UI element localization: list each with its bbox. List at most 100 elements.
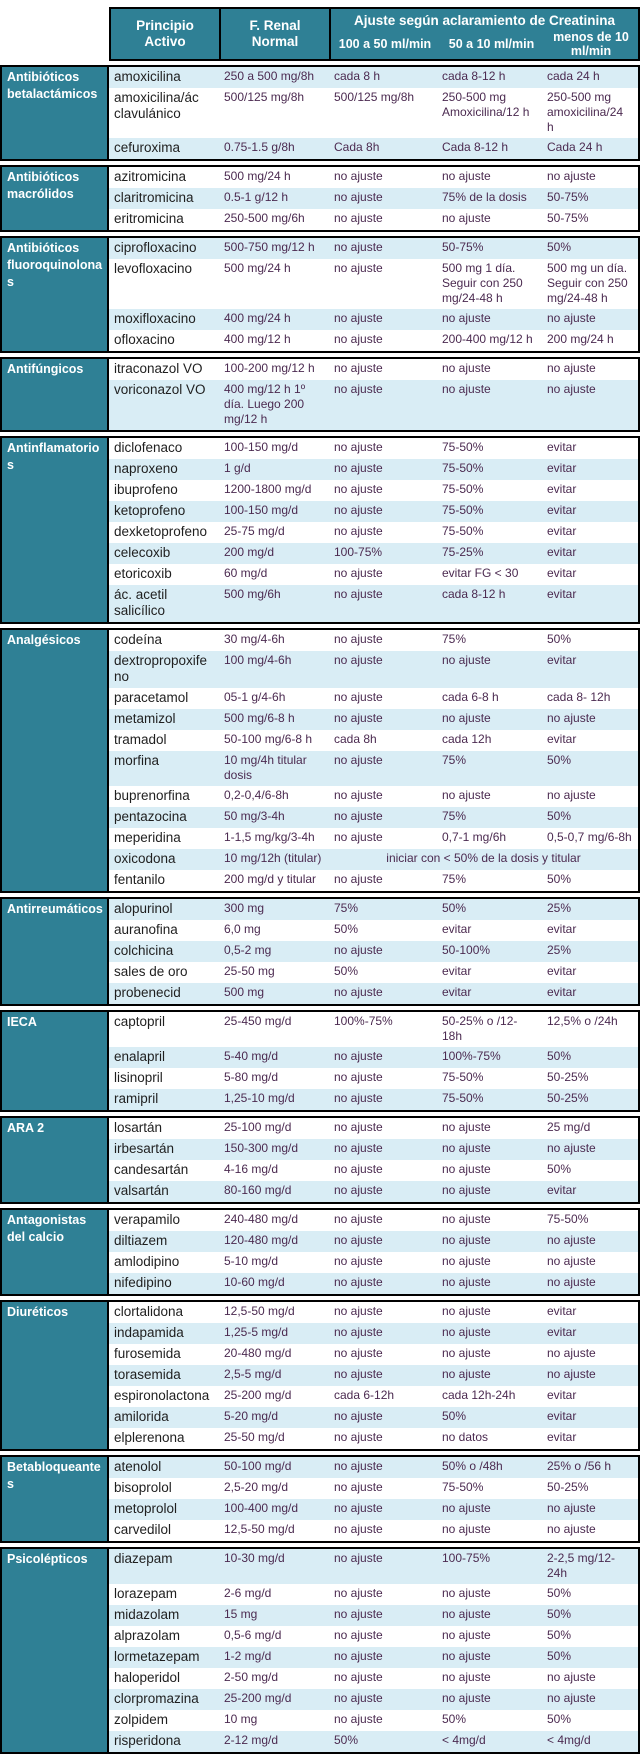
normal-dose-cell: 10 mg/12h (titular) xyxy=(224,851,322,865)
adjust-50-10-cell: no ajuste xyxy=(442,1501,491,1515)
normal-dose-cell: 2-6 mg/d xyxy=(224,1586,272,1600)
adjust-less-10-cell: no ajuste xyxy=(547,311,596,325)
table-row: azitromicina 500 mg/24 h no ajuste no ajust… xyxy=(109,167,638,188)
drug-name-cell: ciprofloxacino xyxy=(114,240,197,255)
normal-dose-cell: 12,5-50 mg/d xyxy=(224,1522,295,1536)
adjust-less-10-cell: no ajuste xyxy=(547,1233,596,1247)
adjust-50-10-cell: evitar xyxy=(442,964,472,978)
header-f-renal-normal: F. Renal Normal xyxy=(221,9,331,59)
category-group-8: IECA captopril 25-450 mg/d 100%-75% 50-25% o… xyxy=(0,1010,640,1112)
normal-dose-cell: 4-16 mg/d xyxy=(224,1162,279,1176)
adjust-less-10-cell: 50% xyxy=(547,1162,572,1176)
normal-dose-cell: 60 mg/d xyxy=(224,566,268,580)
table-row: probenecid 500 mg no ajuste evitar evitar xyxy=(109,983,638,1004)
normal-dose-cell: 1200-1800 mg/d xyxy=(224,482,312,496)
adjust-less-10-cell: evitar xyxy=(547,964,577,978)
adjust-100-50-cell: no ajuste xyxy=(334,1049,383,1063)
adjust-100-50-cell: no ajuste xyxy=(334,1233,383,1247)
adjust-100-50-cell: 50% xyxy=(334,964,359,978)
normal-dose-cell: 250-500 mg/6h xyxy=(224,211,305,225)
drug-name-cell: itraconazol VO xyxy=(114,361,203,376)
drug-name-cell: dexketoprofeno xyxy=(114,524,208,539)
adjust-less-10-cell: evitar xyxy=(547,985,577,999)
adjust-100-50-cell: no ajuste xyxy=(334,788,383,802)
adjust-less-10-cell: 50-75% xyxy=(547,211,589,225)
drug-name-cell: clortalidona xyxy=(114,1304,184,1319)
adjust-less-10-cell: Cada 24 h xyxy=(547,140,603,154)
adjust-less-10-cell: 50% xyxy=(547,1586,572,1600)
adjust-less-10-cell: 50% xyxy=(547,1628,572,1642)
category-label: Analgésicos xyxy=(2,630,109,891)
category-rows: clortalidona 12,5-50 mg/d no ajuste no ajus… xyxy=(109,1302,638,1449)
table-row: torasemida 2,5-5 mg/d no ajuste no ajuste no… xyxy=(109,1365,638,1386)
adjust-50-10-cell: 75-25% xyxy=(442,545,484,559)
normal-dose-cell: 400 mg/12 h xyxy=(224,332,291,346)
adjust-100-50-cell: no ajuste xyxy=(334,1367,383,1381)
normal-dose-cell: 1-2 mg/d xyxy=(224,1649,272,1663)
normal-dose-cell: 0,2-0,4/6-8h xyxy=(224,788,289,802)
category-rows: verapamilo 240-480 mg/d no ajuste no ajuste… xyxy=(109,1210,638,1294)
normal-dose-cell: 100-200 mg/12 h xyxy=(224,361,315,375)
normal-dose-cell: 120-480 mg/d xyxy=(224,1233,299,1247)
adjust-100-50-cell: no ajuste xyxy=(334,240,383,254)
adjust-50-10-cell: cada 12h xyxy=(442,732,492,746)
table-body: Antibióticos betalactámicos amoxicilina 25… xyxy=(0,65,640,1754)
adjust-50-10-cell: no ajuste xyxy=(442,1183,491,1197)
adjust-less-10-cell: no ajuste xyxy=(547,788,596,802)
normal-dose-cell: 20-480 mg/d xyxy=(224,1346,292,1360)
adjust-50-10-cell: no ajuste xyxy=(442,711,491,725)
adjust-less-10-cell: evitar xyxy=(547,922,577,936)
drug-name-cell: clorpromazina xyxy=(114,1691,199,1706)
table-row: oxicodona 10 mg/12h (titular) iniciar con … xyxy=(109,849,638,870)
table-row: enalapril 5-40 mg/d no ajuste 100%-75% 50% xyxy=(109,1047,638,1068)
drug-name-cell: lormetazepam xyxy=(114,1649,200,1664)
adjust-50-10-cell: no ajuste xyxy=(442,1212,491,1226)
table-row: tramadol 50-100 mg/6-8 h cada 8h cada 12h ev… xyxy=(109,730,638,751)
adjust-100-50-cell: no ajuste xyxy=(334,461,383,475)
adjust-50-10-cell: evitar FG < 30 xyxy=(442,566,519,580)
adjust-50-10-cell: 75-50% xyxy=(442,1091,484,1105)
normal-dose-cell: 6,0 mg xyxy=(224,922,261,936)
adjust-100-50-cell: no ajuste xyxy=(334,1430,383,1444)
adjust-less-10-cell: no ajuste xyxy=(547,1275,596,1289)
adjust-100-50-cell: no ajuste xyxy=(334,653,383,667)
normal-dose-cell: 100 mg/4-6h xyxy=(224,653,292,667)
adjust-50-10-cell: cada 8-12 h xyxy=(442,69,506,83)
drug-name-cell: captopril xyxy=(114,1014,166,1029)
adjust-100-50-cell: no ajuste xyxy=(334,1691,383,1705)
adjust-100-50-cell: no ajuste xyxy=(334,1586,383,1600)
adjust-50-10-cell: 50% xyxy=(442,1712,467,1726)
table-row: alopurinol 300 mg 75% 50% 25% xyxy=(109,899,638,920)
category-group-13: Psicolépticos diazepam 10-30 mg/d no ajuste… xyxy=(0,1547,640,1754)
table-row: moxifloxacino 400 mg/24 h no ajuste no ajus… xyxy=(109,309,638,330)
drug-name-cell: colchicina xyxy=(114,943,174,958)
table-row: pentazocina 50 mg/3-4h no ajuste 75% 50% xyxy=(109,807,638,828)
adjust-50-10-cell: no datos xyxy=(442,1430,489,1444)
adjust-less-10-cell: evitar xyxy=(547,524,577,538)
adjust-50-10-cell: 75-50% xyxy=(442,1070,484,1084)
normal-dose-cell: 200 mg/d y titular xyxy=(224,872,317,886)
adjust-less-10-cell: evitar xyxy=(547,732,577,746)
category-group-10: Antagonistas del calcio verapamilo 240-480… xyxy=(0,1208,640,1296)
normal-dose-cell: 5-80 mg/d xyxy=(224,1070,279,1084)
drug-name-cell: etoricoxib xyxy=(114,566,172,581)
normal-dose-cell: 10-30 mg/d xyxy=(224,1551,285,1565)
normal-dose-cell: 250 a 500 mg/8h xyxy=(224,69,315,83)
category-group-4: Antifúngicos itraconazol VO 100-200 mg/12 … xyxy=(0,357,640,432)
drug-name-cell: zolpidem xyxy=(114,1712,169,1727)
adjust-less-10-cell: 25% o /56 h xyxy=(547,1459,612,1473)
adjust-less-10-cell: no ajuste xyxy=(547,1346,596,1360)
adjust-100-50-cell: 50% xyxy=(334,1733,359,1747)
adjust-less-10-cell: evitar xyxy=(547,587,577,601)
drug-name-cell: ibuprofeno xyxy=(114,482,178,497)
adjust-less-10-cell: 75-50% xyxy=(547,1212,589,1226)
adjust-50-10-cell: 50-75% xyxy=(442,240,484,254)
adjust-100-50-cell: no ajuste xyxy=(334,1480,383,1494)
adjust-50-10-cell: no ajuste xyxy=(442,653,491,667)
category-label: Antirreumáticos xyxy=(2,899,109,1004)
normal-dose-cell: 25-50 mg xyxy=(224,964,275,978)
adjust-100-50-cell: no ajuste xyxy=(334,1501,383,1515)
adjust-100-50-cell: no ajuste xyxy=(334,985,383,999)
adjust-50-10-cell: 100%-75% xyxy=(442,1049,501,1063)
table-row: codeína 30 mg/4-6h no ajuste 75% 50% xyxy=(109,630,638,651)
